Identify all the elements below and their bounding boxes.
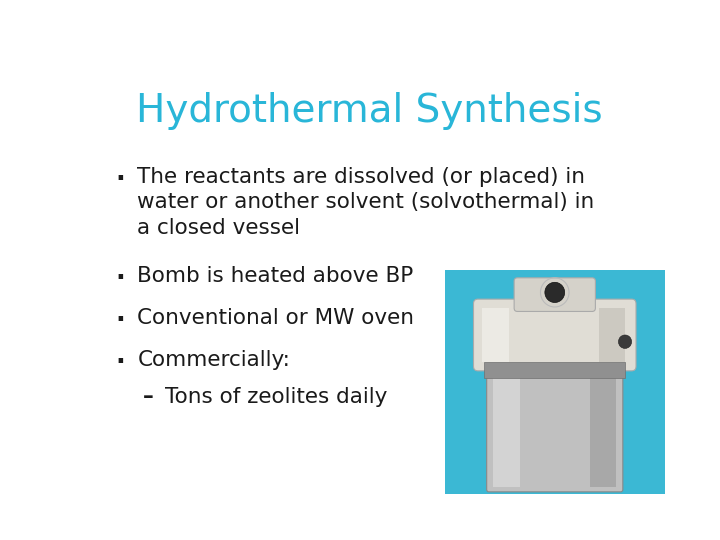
Text: The reactants are dissolved (or placed) in
water or another solvent (solvotherma: The reactants are dissolved (or placed) … — [138, 167, 595, 238]
Bar — [485, 362, 625, 377]
Text: ·: · — [115, 349, 125, 376]
FancyBboxPatch shape — [487, 371, 623, 492]
Text: ·: · — [115, 308, 125, 334]
Bar — [482, 308, 508, 362]
Text: Bomb is heated above BP: Bomb is heated above BP — [138, 266, 414, 286]
Bar — [599, 308, 625, 362]
Bar — [590, 375, 616, 488]
Text: Hydrothermal Synthesis: Hydrothermal Synthesis — [135, 92, 603, 130]
FancyBboxPatch shape — [514, 278, 595, 312]
Text: ·: · — [115, 266, 125, 293]
Text: Conventional or MW oven: Conventional or MW oven — [138, 308, 415, 328]
Text: –: – — [143, 387, 154, 407]
FancyBboxPatch shape — [474, 299, 636, 371]
Text: ·: · — [115, 167, 125, 193]
Text: Tons of zeolites daily: Tons of zeolites daily — [166, 387, 387, 407]
Bar — [493, 375, 520, 488]
Text: Commercially:: Commercially: — [138, 349, 290, 369]
Circle shape — [618, 335, 631, 348]
Circle shape — [545, 282, 564, 302]
